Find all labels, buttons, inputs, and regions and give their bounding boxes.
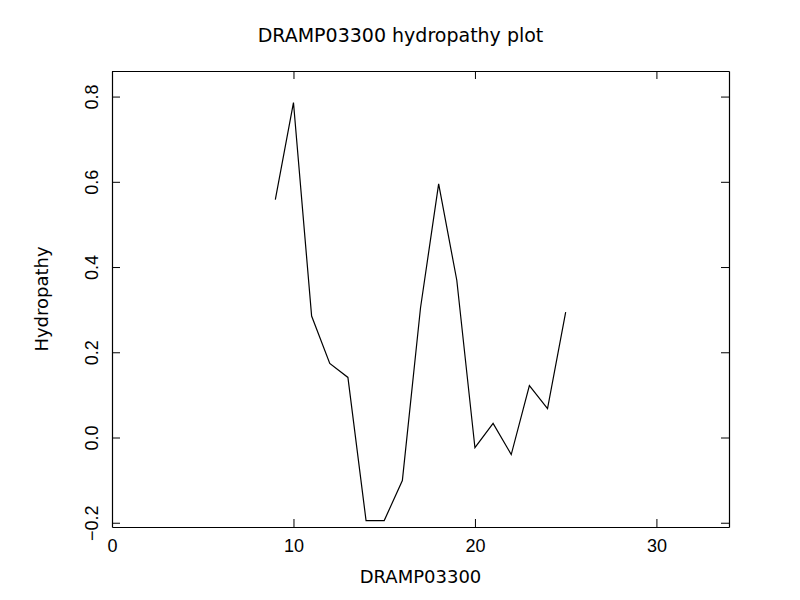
tick-mark	[475, 71, 476, 79]
tick: 0.0	[82, 425, 120, 450]
tick-label: 10	[284, 536, 304, 556]
tick	[721, 438, 729, 439]
tick-label: 30	[647, 536, 667, 556]
tick: 10	[284, 519, 304, 556]
x-axis-title: DRAMP03300	[360, 566, 482, 587]
chart: 0 10 20 30 −0.2 0.0 0.2 0.4 0.6 0.8 DRAMP03300 hyd…	[0, 0, 800, 600]
tick-mark	[721, 97, 729, 98]
tick	[721, 267, 729, 268]
tick-label: 0.0	[82, 425, 102, 450]
tick-label: 0.2	[82, 340, 102, 365]
tick: 30	[647, 519, 667, 556]
tick: 0.4	[82, 255, 120, 280]
title: DRAMP03300 hydropathy plot	[258, 24, 544, 46]
tick	[721, 97, 729, 98]
x-axis-top	[113, 71, 730, 79]
tick-mark	[293, 519, 294, 527]
tick-mark	[112, 523, 120, 524]
tick-mark	[721, 267, 729, 268]
tick-label: 0.8	[82, 85, 102, 110]
y-axis-title: Hydropathy	[31, 246, 52, 352]
tick-label: −0.2	[82, 505, 102, 541]
tick	[475, 71, 476, 79]
tick-mark	[721, 438, 729, 439]
tick: −0.2	[82, 505, 120, 541]
tick-mark	[656, 71, 657, 79]
y-axis: −0.2 0.0 0.2 0.4 0.6 0.8	[82, 72, 120, 542]
tick-mark	[112, 352, 120, 353]
tick-mark	[112, 182, 120, 183]
tick-mark	[721, 523, 729, 524]
tick-label: 0.6	[82, 170, 102, 195]
y-axis-right	[721, 72, 730, 528]
tick-mark	[475, 519, 476, 527]
tick-label: 0	[107, 536, 117, 556]
tick-mark	[112, 267, 120, 268]
tick-mark	[656, 519, 657, 527]
tick-mark	[112, 438, 120, 439]
tick: 0.6	[82, 170, 120, 195]
tick-label: 0.4	[82, 255, 102, 280]
tick: 20	[465, 519, 485, 556]
tick	[293, 71, 294, 79]
axis-line	[729, 72, 730, 528]
tick: 0.2	[82, 340, 120, 365]
tick-mark	[112, 97, 120, 98]
tick	[721, 523, 729, 524]
axis-line	[112, 72, 113, 528]
data-line	[275, 103, 565, 521]
tick: 0.8	[82, 85, 120, 110]
axis-line	[113, 527, 730, 528]
tick	[721, 352, 729, 353]
tick-mark	[721, 182, 729, 183]
plot-area	[275, 103, 565, 521]
tick	[656, 71, 657, 79]
axis-line	[113, 71, 730, 72]
tick	[721, 182, 729, 183]
tick-mark	[293, 71, 294, 79]
x-axis: 0 10 20 30	[107, 519, 729, 556]
tick-mark	[721, 352, 729, 353]
tick-label: 20	[465, 536, 485, 556]
